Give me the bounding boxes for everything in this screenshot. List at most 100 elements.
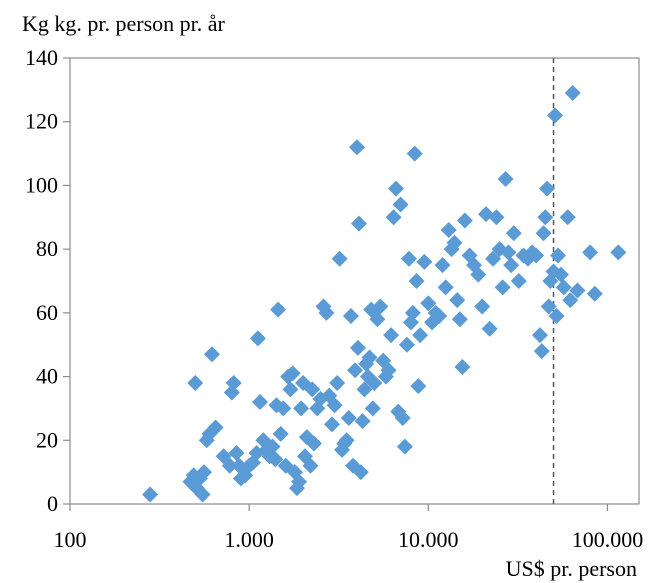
data-points: [142, 85, 627, 503]
data-point: [519, 250, 536, 267]
data-point: [380, 362, 397, 379]
data-point: [505, 225, 522, 242]
data-point: [539, 180, 556, 197]
data-point: [535, 225, 552, 242]
data-point: [528, 247, 545, 264]
data-point: [420, 295, 437, 312]
data-point: [249, 330, 266, 347]
data-point: [406, 145, 423, 162]
data-point: [396, 438, 413, 455]
y-axis: 0 20 40 60 80 100 120 140: [25, 45, 70, 516]
data-point: [349, 139, 366, 156]
data-point: [347, 362, 364, 379]
data-point: [194, 486, 211, 503]
data-point: [548, 308, 565, 325]
y-tick-label: 140: [25, 45, 58, 70]
y-axis-label: Kg kg. pr. person pr. år: [22, 11, 226, 36]
data-point: [331, 250, 348, 267]
data-point: [385, 209, 402, 226]
data-point: [497, 171, 514, 188]
data-point: [533, 343, 550, 360]
data-point: [203, 346, 220, 363]
data-point: [537, 209, 554, 226]
data-point: [349, 339, 366, 356]
data-point: [270, 301, 287, 318]
data-point: [338, 432, 355, 449]
data-point: [410, 378, 427, 395]
data-point: [272, 425, 289, 442]
data-point: [282, 381, 299, 398]
data-point: [284, 365, 301, 382]
x-axis-label: US$ pr. person: [506, 556, 637, 581]
data-point: [503, 257, 520, 274]
data-point: [302, 457, 319, 474]
data-point: [225, 374, 242, 391]
y-tick-label: 80: [36, 236, 58, 261]
data-point: [555, 279, 572, 296]
data-point: [434, 257, 451, 274]
data-point: [356, 381, 373, 398]
data-point: [400, 250, 417, 267]
data-point: [412, 327, 429, 344]
data-point: [352, 464, 369, 481]
data-point: [416, 253, 433, 270]
data-point: [494, 279, 511, 296]
data-point: [404, 304, 421, 321]
data-point: [451, 311, 468, 328]
x-tick-label: 100.000: [572, 527, 644, 552]
y-tick-label: 40: [36, 364, 58, 389]
data-point: [431, 308, 448, 325]
y-tick-label: 100: [25, 172, 58, 197]
y-tick-label: 20: [36, 427, 58, 452]
y-tick-label: 120: [25, 109, 58, 134]
data-point: [510, 273, 527, 289]
data-point: [485, 250, 502, 267]
data-point: [207, 419, 224, 436]
data-point: [392, 196, 409, 213]
data-point: [456, 212, 473, 229]
data-point: [329, 374, 346, 391]
data-point: [342, 308, 359, 325]
data-point: [408, 273, 425, 289]
data-point: [398, 336, 415, 353]
data-point: [547, 107, 564, 124]
data-point: [440, 222, 457, 239]
data-point: [481, 320, 498, 337]
data-point: [340, 409, 357, 426]
data-point: [252, 394, 269, 411]
data-point: [449, 292, 466, 309]
data-point: [550, 247, 567, 264]
data-point: [387, 180, 404, 197]
data-point: [291, 473, 308, 490]
data-point: [552, 266, 569, 283]
data-point: [187, 374, 204, 391]
data-point: [267, 451, 284, 468]
x-tick-label: 10.000: [398, 527, 459, 552]
data-point: [196, 464, 213, 481]
data-point: [586, 285, 603, 302]
data-point: [361, 349, 378, 366]
data-point: [569, 282, 586, 299]
data-point: [582, 244, 599, 261]
data-point: [474, 298, 491, 315]
data-point: [454, 359, 471, 376]
data-point: [366, 374, 383, 391]
data-point: [470, 266, 487, 283]
data-point: [610, 244, 627, 261]
data-point: [500, 244, 517, 261]
x-tick-label: 100: [54, 527, 87, 552]
data-point: [323, 416, 340, 433]
y-tick-label: 60: [36, 300, 58, 325]
data-point: [372, 298, 389, 315]
data-point: [350, 215, 367, 232]
data-point: [326, 397, 343, 414]
data-point: [540, 298, 557, 315]
data-point: [488, 209, 505, 226]
data-point: [275, 400, 292, 417]
data-point: [446, 234, 463, 251]
data-point: [437, 279, 454, 296]
data-point: [221, 457, 238, 474]
data-point: [562, 292, 579, 309]
data-point: [318, 304, 335, 321]
